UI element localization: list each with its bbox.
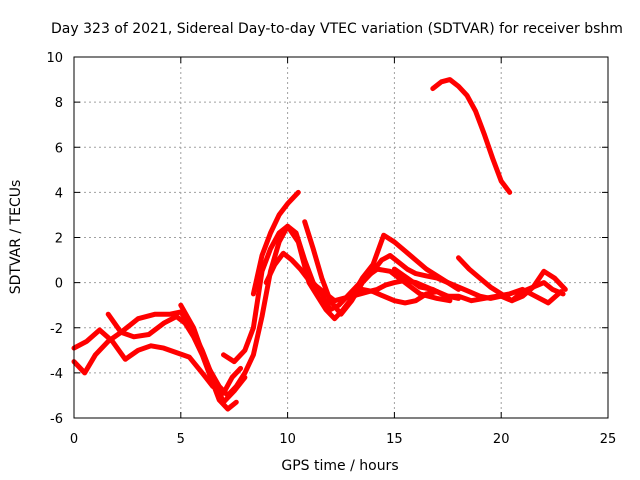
y-tick-label: 10 <box>46 51 63 66</box>
plot-series <box>71 77 568 412</box>
series-10-line <box>391 266 564 306</box>
x-tick-label: 25 <box>600 432 617 447</box>
series-11-line <box>456 255 568 304</box>
y-tick-label: -4 <box>50 367 63 382</box>
y-tick-label: 2 <box>55 232 63 247</box>
y-tick-label: 0 <box>55 277 63 292</box>
y-tick-label: 4 <box>55 186 63 201</box>
series-5-line <box>221 223 440 365</box>
y-tick-label: 8 <box>55 96 63 111</box>
series-3-line <box>105 311 239 412</box>
x-axis-label: GPS time / hours <box>281 458 398 474</box>
x-tick-label: 0 <box>70 432 78 447</box>
series-12-line <box>430 77 513 195</box>
x-tick-label: 5 <box>177 432 185 447</box>
chart-title: Day 323 of 2021, Sidereal Day-to-day VTE… <box>51 21 623 37</box>
series-6-line <box>250 189 301 297</box>
y-tick-label: -6 <box>50 412 63 427</box>
y-tick-label: 6 <box>55 141 63 156</box>
x-tick-label: 10 <box>279 432 296 447</box>
series-9-line <box>349 232 461 299</box>
x-tick-label: 15 <box>386 432 403 447</box>
series-8-line <box>302 219 566 317</box>
x-tick-label: 20 <box>493 432 510 447</box>
axis-ticks: 0 5 10 15 20 25 -6 -4 -2 0 2 4 6 8 10 <box>46 51 616 447</box>
y-axis-label: SDTVAR / TECUs <box>8 180 24 295</box>
series-2-line <box>71 309 248 405</box>
y-tick-label: -2 <box>50 322 63 337</box>
grid <box>74 57 608 418</box>
